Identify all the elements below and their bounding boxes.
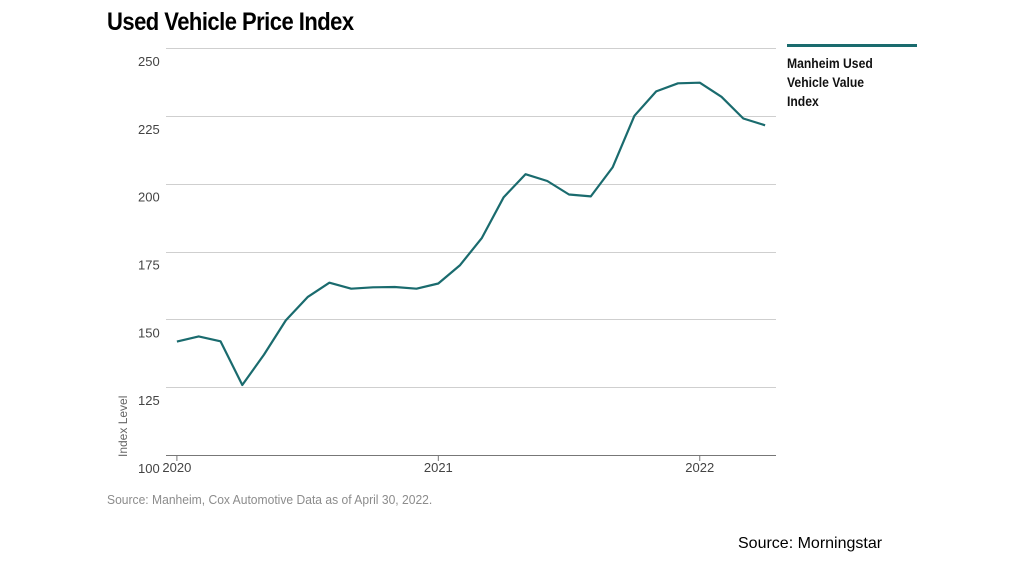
- y-tick-label: 125: [138, 393, 160, 408]
- legend: Manheim Used Vehicle Value Index: [787, 44, 917, 111]
- y-tick-label: 200: [138, 190, 160, 205]
- legend-label: Manheim Used Vehicle Value Index: [787, 56, 873, 109]
- source-note: Source: Manheim, Cox Automotive Data as …: [107, 492, 433, 507]
- gridlines: [166, 48, 776, 456]
- x-tick-label: 2021: [424, 460, 453, 475]
- y-tick-label: 250: [138, 54, 160, 69]
- y-tick-label: 225: [138, 122, 160, 137]
- y-tick-labels: 250 225 200 175 150 125 100: [138, 54, 160, 476]
- y-tick-label: 175: [138, 258, 160, 273]
- y-tick-label: 100: [138, 461, 160, 476]
- x-tick-labels: 2020 2021 2022: [162, 455, 714, 475]
- y-axis-label: Index Level: [116, 396, 130, 457]
- y-tick-label: 150: [138, 325, 160, 340]
- x-tick-label: 2020: [162, 460, 191, 475]
- image-credit: Source: Morningstar: [738, 535, 883, 552]
- series-line: [176, 81, 766, 387]
- x-tick-label: 2022: [685, 460, 714, 475]
- legend-swatch: [787, 44, 917, 47]
- series-lines: [176, 81, 766, 387]
- chart-title: Used Vehicle Price Index: [107, 8, 354, 36]
